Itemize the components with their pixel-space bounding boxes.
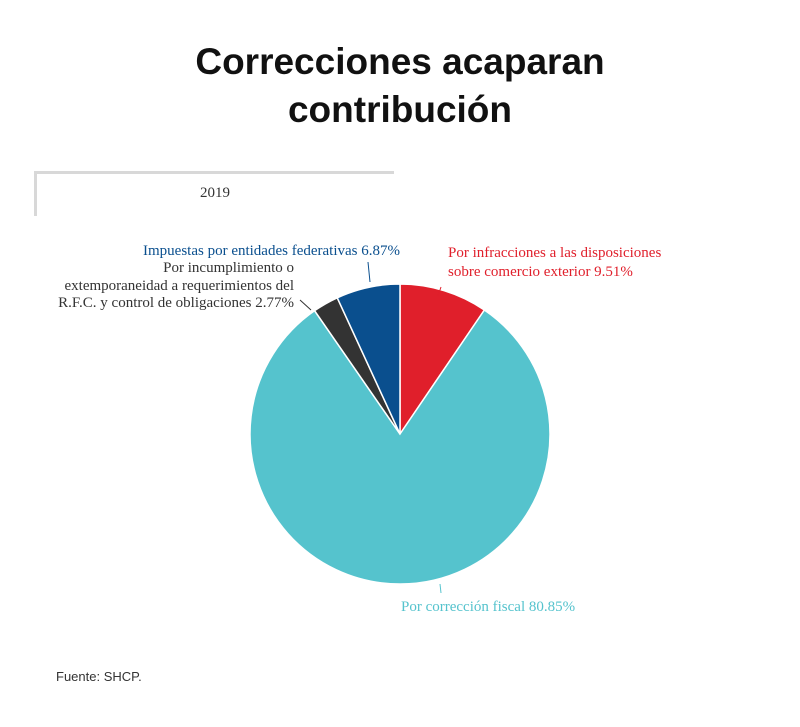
chart-title: Correcciones acaparan contribución	[0, 38, 800, 134]
label-infracciones-line-1: Por infracciones a las disposiciones	[448, 245, 661, 261]
leader-correccion-fiscal	[439, 583, 442, 594]
slice-entidades	[336, 283, 401, 435]
label-entidades-line-1: Impuestas por entidades federativas 6.87…	[143, 243, 400, 259]
label-correccion-fiscal-line-1: Por corrección fiscal 80.85%	[401, 599, 575, 615]
slice-infracciones	[399, 283, 486, 437]
leader-entidades	[367, 261, 371, 283]
slice-correccion-fiscal	[249, 308, 551, 585]
title-line-1: Correcciones acaparan	[195, 41, 605, 82]
leader-incumplimiento	[299, 299, 312, 311]
label-incumplimiento-line-1: Por incumplimiento o	[163, 260, 294, 276]
source-note: Fuente: SHCP.	[56, 669, 142, 684]
title-line-2: contribución	[287, 89, 513, 130]
year-tab[interactable]	[34, 171, 394, 216]
label-incumplimiento-line-2: extemporaneidad a requerimientos del	[65, 278, 295, 294]
leader-infracciones	[437, 286, 442, 297]
label-infracciones-line-2: sobre comercio exterior 9.51%	[448, 264, 633, 280]
label-incumplimiento-line-3: R.F.C. y control de obligaciones 2.77%	[58, 295, 294, 311]
year-tab-label: 2019	[200, 185, 230, 201]
